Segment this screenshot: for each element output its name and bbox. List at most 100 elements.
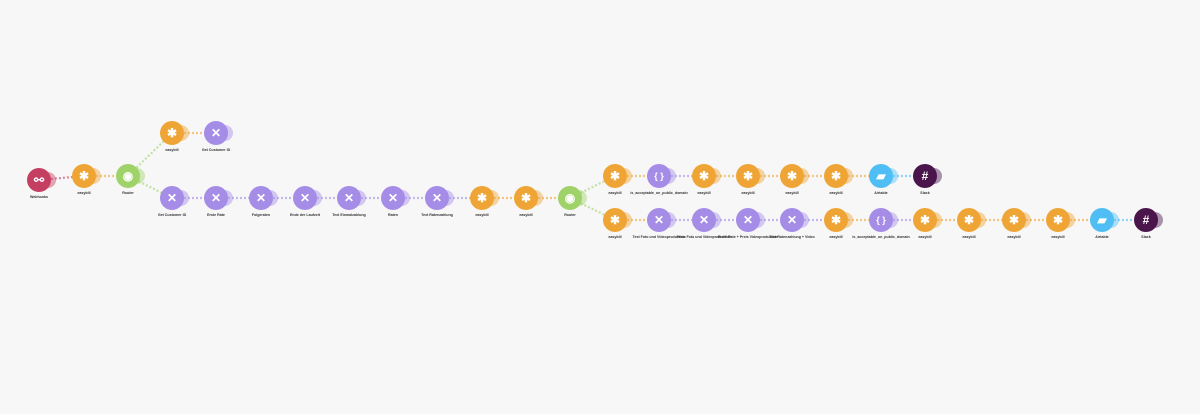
module-label: easybill: [829, 191, 843, 195]
module-webhooks[interactable]: ⚯: [27, 168, 56, 192]
module-easybill[interactable]: ✱: [957, 208, 986, 232]
module-label: is_acceptable_on_public_domain: [630, 191, 688, 195]
module-easybill[interactable]: ✱: [824, 164, 853, 188]
module-easybill[interactable]: ✱: [824, 208, 853, 232]
module-easybill[interactable]: ✱: [913, 208, 942, 232]
module-label: easybill: [1051, 235, 1065, 239]
airtable-icon: ▰: [1097, 213, 1107, 227]
module-slack[interactable]: #: [1134, 208, 1163, 232]
module-label: Text Ratenzahlung + Video: [769, 235, 815, 239]
slack-icon: #: [921, 169, 929, 183]
tools-icon: ✕: [742, 213, 754, 227]
module-json[interactable]: { }: [647, 164, 676, 188]
router-icon: ◉: [122, 169, 134, 183]
module-airtable[interactable]: ▰: [1090, 208, 1119, 232]
module-slack[interactable]: #: [913, 164, 942, 188]
module-label: Webhooks: [29, 195, 49, 199]
module-label: Get Customer ID: [157, 213, 187, 217]
module-easybill[interactable]: ✱: [736, 164, 765, 188]
module-tools[interactable]: ✕: [736, 208, 765, 232]
module-label: Airtable: [874, 191, 888, 195]
module-label: Slack: [920, 191, 930, 195]
module-label: easybill: [918, 235, 932, 239]
module-tools[interactable]: ✕: [381, 186, 410, 210]
module-label: Airtable: [1095, 235, 1109, 239]
module-label: easybill: [608, 235, 622, 239]
module-tools[interactable]: ✕: [425, 186, 454, 210]
module-easybill[interactable]: ✱: [692, 164, 721, 188]
module-label: easybill: [1007, 235, 1021, 239]
star-icon: ✱: [830, 169, 842, 183]
module-easybill[interactable]: ✱: [1002, 208, 1031, 232]
module-label: Ende der Laufzeit: [290, 213, 320, 217]
module-easybill[interactable]: ✱: [603, 164, 632, 188]
star-icon: ✱: [166, 126, 178, 140]
tools-icon: ✕: [210, 191, 222, 205]
module-easybill[interactable]: ✱: [514, 186, 543, 210]
module-tools[interactable]: ✕: [249, 186, 278, 210]
tools-icon: ✕: [255, 191, 267, 205]
module-easybill[interactable]: ✱: [1046, 208, 1075, 232]
star-icon: ✱: [1052, 213, 1064, 227]
star-icon: ✱: [698, 169, 710, 183]
json-braces-icon: { }: [876, 215, 886, 225]
module-label: easybill: [829, 235, 843, 239]
tools-icon: ✕: [387, 191, 399, 205]
star-icon: ✱: [830, 213, 842, 227]
module-label: easybill: [785, 191, 799, 195]
module-json[interactable]: { }: [869, 208, 898, 232]
module-easybill[interactable]: ✱: [603, 208, 632, 232]
star-icon: ✱: [78, 169, 90, 183]
module-label: Router: [122, 191, 134, 195]
tools-icon: ✕: [786, 213, 798, 227]
star-icon: ✱: [609, 169, 621, 183]
module-tools[interactable]: ✕: [204, 186, 233, 210]
module-label: Folgeraten: [251, 213, 271, 217]
star-icon: ✱: [520, 191, 532, 205]
module-label: Preis Foto und Videoproduktion: [676, 235, 732, 239]
module-label: Router: [564, 213, 576, 217]
module-router[interactable]: ◉: [116, 164, 145, 188]
module-label: easybill: [519, 213, 533, 217]
tools-icon: ✕: [653, 213, 665, 227]
star-icon: ✱: [1008, 213, 1020, 227]
star-icon: ✱: [609, 213, 621, 227]
tools-icon: ✕: [210, 126, 222, 140]
module-router[interactable]: ◉: [558, 186, 587, 210]
module-tools[interactable]: ✕: [780, 208, 809, 232]
module-label: Text Foto und Videoproduktion: [632, 235, 686, 239]
tools-icon: ✕: [698, 213, 710, 227]
star-icon: ✱: [786, 169, 798, 183]
tools-icon: ✕: [343, 191, 355, 205]
module-label: easybill: [475, 213, 489, 217]
module-airtable[interactable]: ▰: [869, 164, 898, 188]
module-label: Erste Rate: [207, 213, 225, 217]
module-label: easybill: [77, 191, 91, 195]
module-easybill[interactable]: ✱: [470, 186, 499, 210]
module-tools[interactable]: ✕: [692, 208, 721, 232]
router-icon: ◉: [564, 191, 576, 205]
module-tools[interactable]: ✕: [337, 186, 366, 210]
module-label: Text Einmalzahlung: [332, 213, 366, 217]
star-icon: ✱: [963, 213, 975, 227]
star-icon: ✱: [742, 169, 754, 183]
module-easybill[interactable]: ✱: [780, 164, 809, 188]
module-label: Slack: [1141, 235, 1151, 239]
module-tools[interactable]: ✕: [647, 208, 676, 232]
json-braces-icon: { }: [654, 171, 664, 181]
tools-icon: ✕: [166, 191, 178, 205]
module-tools[interactable]: ✕: [293, 186, 322, 210]
webhook-icon: ⚯: [33, 173, 45, 187]
module-tools[interactable]: ✕: [204, 121, 233, 145]
module-easybill[interactable]: ✱: [72, 164, 101, 188]
module-label: Raten: [388, 213, 398, 217]
module-tools[interactable]: ✕: [160, 186, 189, 210]
tools-icon: ✕: [431, 191, 443, 205]
module-label: easybill: [165, 148, 179, 152]
module-easybill[interactable]: ✱: [160, 121, 189, 145]
module-label: easybill: [697, 191, 711, 195]
airtable-icon: ▰: [876, 169, 886, 183]
tools-icon: ✕: [299, 191, 311, 205]
star-icon: ✱: [919, 213, 931, 227]
